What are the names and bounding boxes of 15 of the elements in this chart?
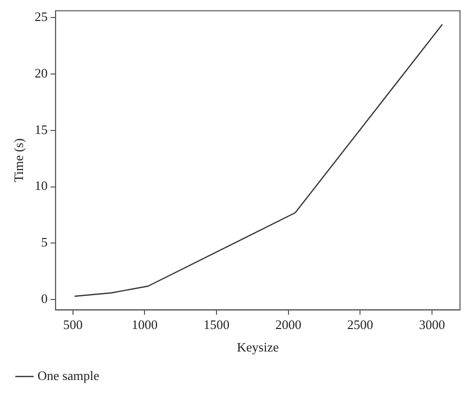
x-axis-title: Keysize <box>236 340 279 355</box>
x-tick-label: 1500 <box>204 317 230 332</box>
y-tick-label: 15 <box>34 122 48 137</box>
y-axis-title: Time (s) <box>11 138 26 182</box>
y-tick-label: 25 <box>34 8 48 24</box>
y-tick-label: 5 <box>41 234 48 250</box>
x-tick-label: 500 <box>63 317 83 332</box>
x-tick-label: 1000 <box>132 317 158 332</box>
y-tick-label: 0 <box>41 291 48 306</box>
y-tick-label: 20 <box>34 65 48 80</box>
legend-label: One sample <box>38 368 100 383</box>
x-tick-label: 2500 <box>347 317 374 332</box>
x-tick-label: 2000 <box>275 317 302 332</box>
x-tick-label: 3000 <box>418 317 445 332</box>
y-tick-label: 10 <box>34 178 48 194</box>
